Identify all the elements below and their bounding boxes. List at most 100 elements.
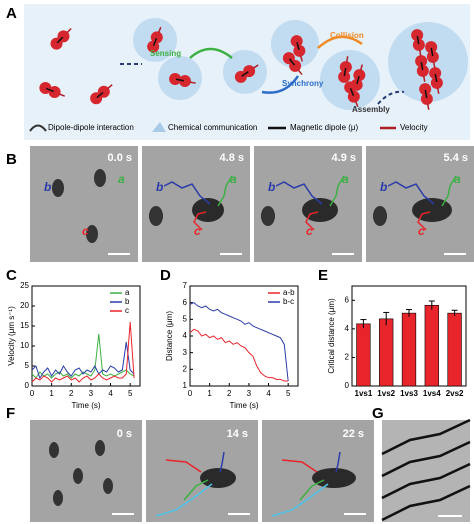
trajectory [299,479,325,501]
trajectory [441,175,457,207]
particle-label: a [342,172,349,186]
step-label: Synchrony [282,79,324,88]
particle-label: a [454,172,461,186]
trajectory [329,175,345,207]
dipole [434,73,438,83]
y-tick-label: 5 [25,361,30,370]
legend-label: a [125,288,130,297]
y-tick-label: 0 [25,381,30,390]
particle [290,35,303,48]
panel-f: 0 s 14 s 22 s [30,420,374,522]
velocity [359,64,364,71]
particle-label: c [194,224,201,238]
plot-frame [31,285,141,387]
plot-frame [189,285,299,387]
trajectory [271,483,329,517]
dipole [424,89,428,99]
y-tick-label: 7 [183,281,188,290]
y-tick-label: 3 [183,348,188,357]
panel-label: E [318,267,328,284]
trajectory [163,181,211,205]
time-label: 14 s [227,428,248,440]
x-tick-label: 5 [286,389,291,398]
particle [52,179,64,197]
dipole [46,87,54,93]
trajectory [275,181,323,205]
legend-text: Magnetic dipole (μ) [290,123,359,132]
particle-label: b [44,180,51,194]
panel-g [381,418,471,522]
particle [103,478,113,494]
particle [53,490,63,506]
x-tick-label: 3 [247,389,252,398]
x-tick-label: 5 [128,389,133,398]
cluster [412,198,452,222]
trajectory [387,181,435,205]
chain [381,462,471,500]
velocity [58,93,66,97]
x-tick-label: 3 [89,389,94,398]
velocity [436,87,440,94]
x-tick-label: 1vs1 [355,389,373,398]
time-label: 0.0 s [108,152,132,164]
velocity [189,81,196,84]
y-tick-label: 5 [183,314,188,323]
x-tick-label: 2 [227,389,232,398]
particle [149,206,163,226]
x-tick-label: 0 [30,389,35,398]
panel-label: C [6,267,17,284]
x-axis-title: Time (s) [229,401,258,410]
panel-b: 0.0 s b a c 4.8 s b a c 4.9 s b a c 5.4 s b a c [30,146,474,262]
data-line [189,328,289,382]
particle [178,74,191,87]
particle [412,38,425,51]
particle-label: a [230,172,237,186]
y-tick-label: 2 [183,364,188,373]
dipole [356,75,360,85]
x-tick-label: 0 [188,389,193,398]
cluster [312,468,356,488]
time-label: 4.8 s [220,152,244,164]
step-label: Sensing [150,49,181,58]
particle-label: c [418,224,425,238]
time-label: 22 s [343,428,364,440]
particle-label: a [118,172,125,186]
velocity [297,69,303,75]
x-tick-label: 2vs2 [446,389,464,398]
dipole [96,91,104,99]
particle [430,76,443,89]
dipole [343,67,347,77]
particle [419,83,432,96]
bar [424,304,439,387]
particle [344,81,357,94]
x-tick-label: 1 [207,389,212,398]
dipole [175,78,185,82]
dipole [420,61,424,71]
particle [429,67,442,80]
bar [401,312,417,387]
trajectory [417,211,431,231]
trajectory [183,479,209,501]
microscopy-frame [30,420,142,522]
trajectory [219,451,225,473]
velocity [157,26,162,33]
arrow [261,75,300,94]
x-tick-label: 1vs4 [423,389,441,398]
cluster [200,468,236,488]
bar [356,323,371,387]
velocity [66,27,72,34]
legend-icon [152,122,166,132]
legend-label: c [125,306,129,315]
velocity [107,84,113,90]
trajectory [281,459,318,473]
x-tick-label: 2 [69,389,74,398]
y-axis-title: Distance (μm) [165,311,174,361]
y-tick-label: 25 [20,281,29,290]
trajectory [193,211,207,231]
velocity [422,75,426,82]
microscopy-frame [30,146,138,262]
particle [243,65,256,78]
trajectory [155,483,213,517]
particle-label: b [156,180,163,194]
